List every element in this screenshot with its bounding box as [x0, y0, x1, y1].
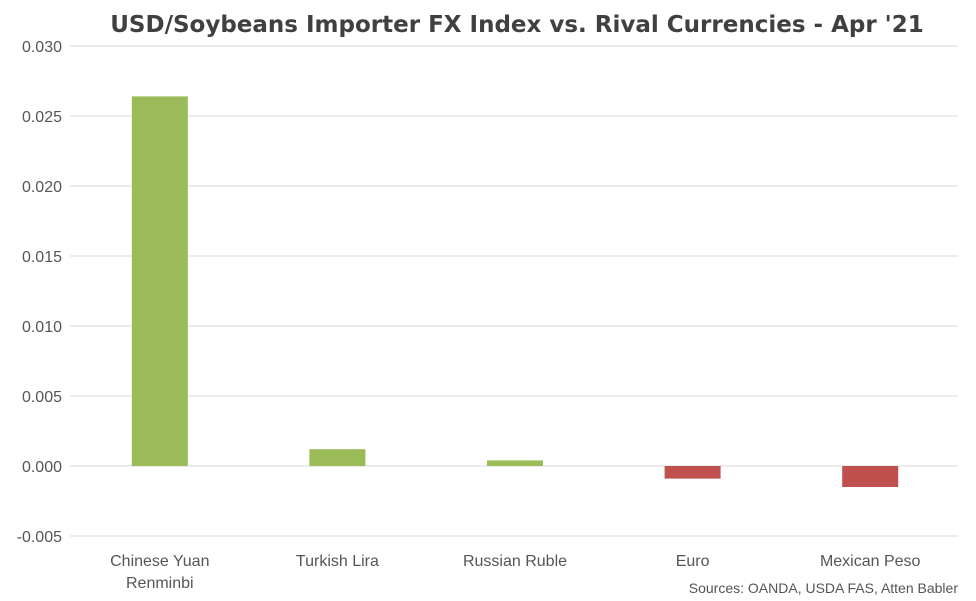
bars	[131, 96, 899, 487]
y-axis-ticks: 0.030 0.025 0.020 0.015 0.010 0.005 0.000 -0.00…	[17, 39, 62, 546]
x-category-line: Mexican Peso	[820, 553, 921, 570]
bar	[842, 466, 899, 487]
gridlines	[70, 45, 958, 537]
x-category-line: Turkish Lira	[296, 553, 379, 570]
source-note: Sources: OANDA, USDA FAS, Atten Babler	[689, 580, 959, 596]
bar	[664, 466, 721, 479]
x-category-label: Euro	[676, 553, 710, 570]
y-tick-label: 0.010	[22, 319, 62, 336]
y-tick-label: 0.025	[22, 109, 62, 126]
bar	[487, 460, 543, 466]
y-tick-label: -0.005	[17, 529, 62, 546]
x-category-line: Renminbi	[126, 575, 194, 592]
y-tick-label: 0.020	[22, 179, 62, 196]
x-category-label: Russian Ruble	[463, 553, 567, 570]
x-category-line: Russian Ruble	[463, 553, 567, 570]
x-category-label: Turkish Lira	[296, 553, 379, 570]
y-tick-label: 0.030	[22, 39, 62, 56]
x-category-label: Mexican Peso	[820, 553, 921, 570]
y-tick-label: 0.000	[22, 459, 62, 476]
x-category-line: Chinese Yuan	[110, 553, 209, 570]
x-category-label: Chinese Yuan Renminbi	[110, 553, 209, 592]
x-axis-categories: Chinese Yuan Renminbi Turkish Lira Russian …	[110, 553, 920, 592]
x-category-line: Euro	[676, 553, 710, 570]
bar	[131, 96, 188, 467]
y-tick-label: 0.005	[22, 389, 62, 406]
chart-title: USD/Soybeans Importer FX Index vs. Rival…	[110, 12, 923, 38]
bar	[309, 449, 366, 466]
y-tick-label: 0.015	[22, 249, 62, 266]
